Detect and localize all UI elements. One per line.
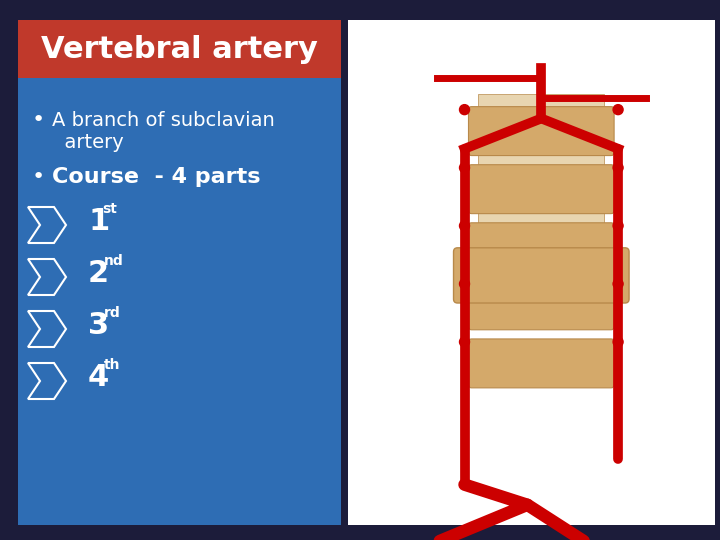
Text: 2: 2: [88, 259, 109, 287]
Text: 3: 3: [88, 310, 109, 340]
FancyBboxPatch shape: [469, 223, 614, 272]
FancyBboxPatch shape: [18, 20, 341, 78]
Text: •: •: [32, 167, 45, 187]
FancyBboxPatch shape: [469, 281, 614, 330]
Text: •: •: [32, 110, 45, 130]
Circle shape: [459, 221, 469, 231]
Text: 1: 1: [88, 206, 109, 235]
Text: 4: 4: [88, 362, 109, 392]
Circle shape: [459, 105, 469, 114]
Circle shape: [613, 337, 623, 347]
Circle shape: [459, 163, 469, 173]
FancyBboxPatch shape: [348, 20, 715, 525]
FancyBboxPatch shape: [454, 248, 629, 303]
Text: Vertebral artery: Vertebral artery: [41, 35, 318, 64]
Circle shape: [459, 337, 469, 347]
Circle shape: [459, 279, 469, 289]
FancyBboxPatch shape: [469, 339, 614, 388]
Circle shape: [613, 279, 623, 289]
Circle shape: [613, 221, 623, 231]
FancyBboxPatch shape: [469, 165, 614, 214]
FancyBboxPatch shape: [469, 106, 614, 156]
Text: st: st: [102, 202, 117, 216]
Text: Course  - 4 parts: Course - 4 parts: [52, 167, 261, 187]
Text: rd: rd: [104, 306, 121, 320]
FancyBboxPatch shape: [479, 269, 604, 284]
Circle shape: [613, 105, 623, 114]
Text: nd: nd: [104, 254, 124, 268]
Text: artery: artery: [52, 132, 124, 152]
Text: A branch of subclavian: A branch of subclavian: [52, 111, 275, 130]
FancyBboxPatch shape: [479, 211, 604, 226]
FancyBboxPatch shape: [479, 94, 604, 110]
FancyBboxPatch shape: [18, 20, 341, 525]
Circle shape: [613, 163, 623, 173]
Text: th: th: [104, 358, 120, 372]
FancyBboxPatch shape: [479, 153, 604, 168]
